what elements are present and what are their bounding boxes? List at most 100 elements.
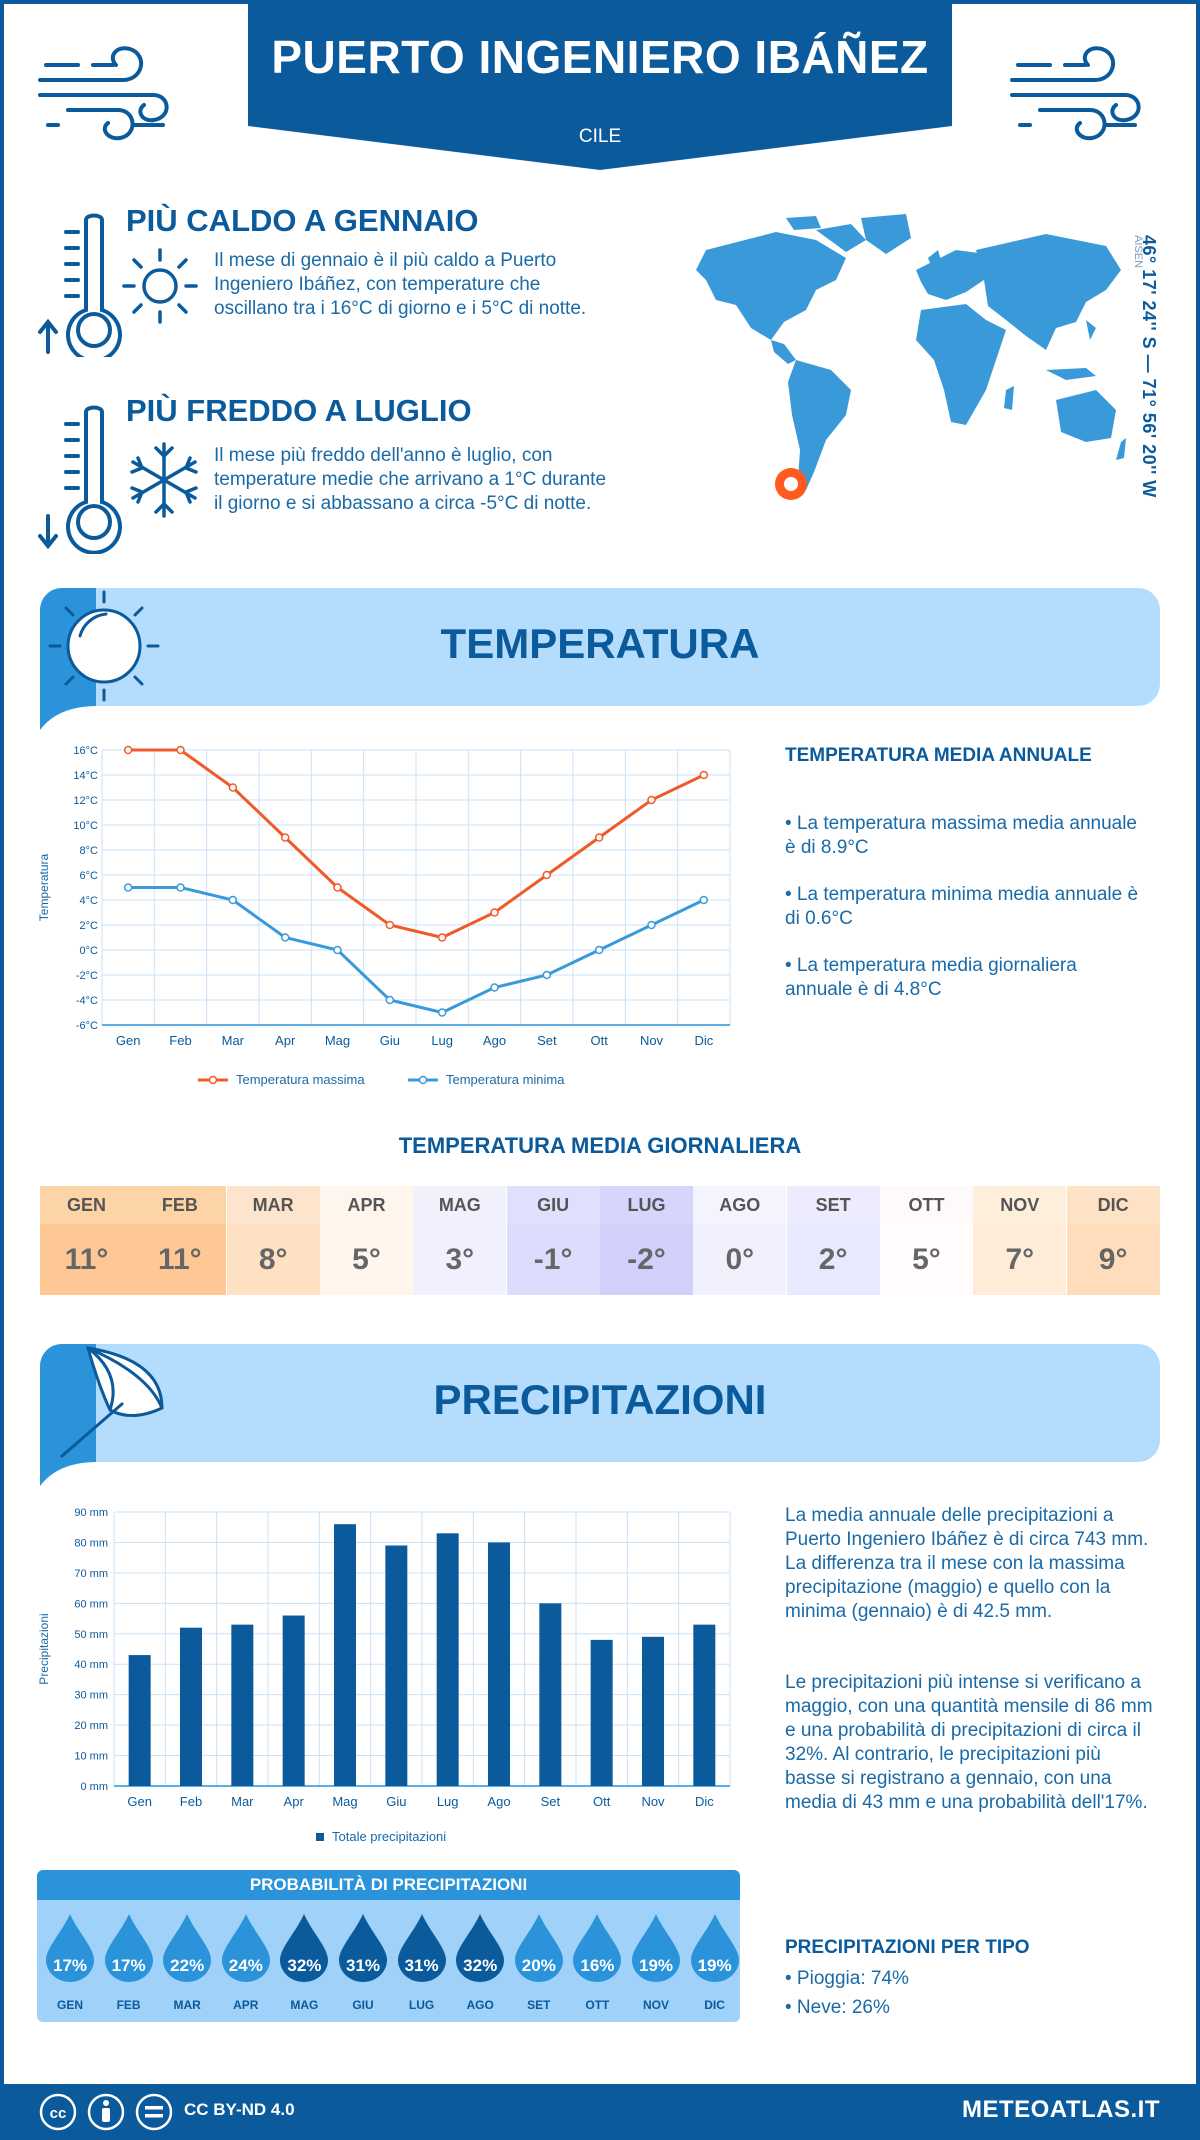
y-tick-label: 0°C [80, 945, 99, 957]
raindrop-icon [632, 1914, 680, 1982]
page-title: PUERTO INGENIERO IBÁÑEZ [271, 31, 929, 83]
y-tick-label: 0 mm [81, 1781, 109, 1793]
daily-temp-value: 3° [413, 1224, 507, 1295]
data-point [699, 895, 709, 905]
y-tick-label: 2°C [80, 920, 99, 932]
data-point [542, 870, 552, 880]
data-point [123, 883, 133, 892]
data-point [594, 945, 604, 955]
data-point [542, 970, 552, 980]
bar [128, 1655, 151, 1786]
y-tick-label: 16°C [73, 745, 98, 757]
y-axis-label: Precipitazioni [37, 1613, 51, 1684]
raindrop-icon [46, 1914, 94, 1982]
precipitation-section-title: PRECIPITAZIONI [433, 1376, 767, 1423]
daily-temp-title: TEMPERATURA MEDIA GIORNALIERA [398, 1133, 802, 1158]
precip-probability-month: FEB [116, 1998, 141, 2012]
data-point [176, 883, 185, 892]
data-point [228, 895, 238, 905]
site-link[interactable]: METEOATLAS.IT [961, 2096, 1160, 2123]
raindrop-icon [339, 1914, 387, 1982]
y-tick-label: 4°C [80, 895, 99, 907]
temperature-chart: -6°C -4°C -2°C 0°C 2°C 4°C 6°C 8°C 10°C 12°C 14°C 1… [37, 745, 731, 1087]
bar [642, 1636, 664, 1786]
y-tick-label: 50 mm [74, 1629, 108, 1641]
warmest-month-text: Il mese di gennaio è il più caldo a Puer… [214, 250, 587, 319]
data-point [594, 833, 604, 842]
precipitation-summary: La media annuale delle precipitazioni a … [785, 1505, 1149, 1622]
daily-temp-value: 0° [693, 1224, 787, 1295]
daily-month-label: MAR [226, 1186, 320, 1224]
legend-label: Temperatura minima [446, 1072, 565, 1087]
daily-month-label: LUG [599, 1186, 693, 1224]
daily-temp-value: 11° [133, 1224, 227, 1295]
raindrop-icon [221, 1914, 270, 1982]
x-tick-label: Gen [127, 1794, 152, 1809]
y-axis-label: Temperatura [37, 853, 51, 921]
series-line-1 [128, 886, 705, 1015]
daily-month-label: DIC [1066, 1186, 1160, 1224]
y-tick-label: -6°C [76, 1020, 98, 1032]
precip-probability-month: GIU [352, 1998, 374, 2012]
y-tick-label: 20 mm [74, 1720, 108, 1732]
daily-temp-value: -2° [599, 1224, 693, 1295]
daily-temp-value: 5° [319, 1224, 413, 1295]
y-tick-label: 40 mm [74, 1659, 108, 1671]
data-point [699, 770, 709, 780]
data-point [123, 745, 133, 755]
x-tick-label: Dic [695, 1794, 714, 1809]
daily-temp-value: 2° [786, 1224, 880, 1295]
series-line-0 [128, 748, 705, 940]
precip-type-snow: • Neve: 26% [785, 1997, 890, 2018]
x-tick-label: Set [537, 1033, 557, 1048]
coldest-month-text: Il mese più freddo dell'anno è luglio, c… [214, 445, 607, 514]
data-point [333, 883, 342, 892]
data-point [280, 833, 290, 842]
bar [231, 1624, 254, 1786]
thermometer-warm-icon [38, 213, 122, 357]
precip-probability-month: GEN [56, 1998, 83, 2012]
x-tick-label: Giu [380, 1033, 400, 1048]
x-tick-label: Apr [284, 1794, 305, 1809]
y-tick-label: 12°C [73, 795, 98, 807]
world-map [696, 214, 1126, 500]
y-tick-label: 80 mm [74, 1537, 108, 1549]
daily-temp-value: 8° [226, 1224, 320, 1295]
license-icons: cc [39, 2093, 173, 2131]
precip-probability-month: APR [233, 1998, 259, 2012]
x-tick-label: Feb [180, 1794, 202, 1809]
daily-month-label: GEN [40, 1186, 133, 1224]
daily-month-label: OTT [879, 1186, 973, 1224]
precip-probability-month: DIC [704, 1998, 725, 2012]
y-tick-label: -2°C [76, 970, 98, 982]
raindrop-icon [690, 1914, 739, 1982]
footer [0, 2084, 1200, 2140]
raindrop-icon [573, 1914, 622, 1982]
bar [539, 1603, 562, 1786]
data-point [385, 995, 395, 1005]
x-tick-label: Ago [483, 1033, 506, 1048]
x-tick-label: Gen [116, 1033, 141, 1048]
legend-swatch [316, 1833, 324, 1841]
snowflake-icon [130, 442, 198, 518]
sun-icon [48, 590, 160, 702]
raindrop-icon [104, 1914, 153, 1982]
x-tick-label: Dic [694, 1033, 713, 1048]
daily-month-label: MAG [413, 1186, 507, 1224]
daily-temp-value: 5° [879, 1224, 973, 1295]
license-text: CC BY-ND 4.0 [184, 2100, 295, 2119]
y-tick-label: 30 mm [74, 1690, 108, 1702]
raindrop-icon [163, 1914, 212, 1982]
region-label: AISEN [1132, 235, 1144, 269]
temperature-section-title: TEMPERATURA [440, 620, 760, 667]
data-point [647, 795, 656, 805]
x-tick-label: Ott [593, 1794, 611, 1809]
bar [436, 1533, 459, 1786]
precip-probability-value: 31% [345, 1956, 381, 1975]
raindrop-icon [456, 1914, 505, 1982]
daily-temp-value: 11° [40, 1224, 133, 1295]
annual-temp-bullet-2: • La temperatura minima media annuale è … [785, 884, 1139, 929]
country-label: CILE [578, 126, 622, 147]
bar [488, 1542, 510, 1786]
annual-temp-bullet-1: • La temperatura massima media annuale è… [785, 813, 1138, 858]
